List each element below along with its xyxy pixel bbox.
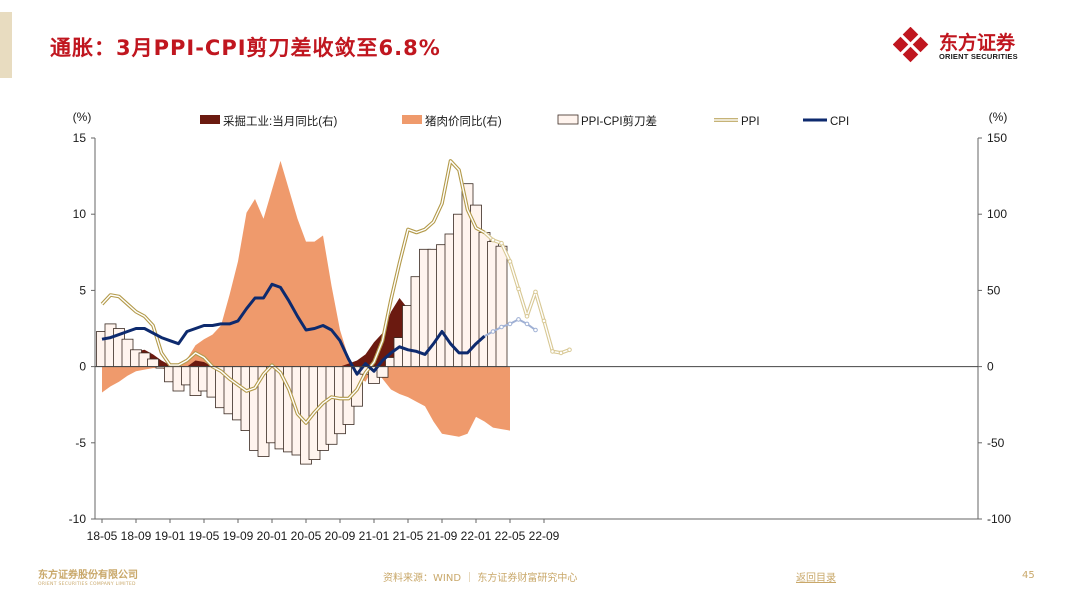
left-axis-tick-label: 5	[79, 283, 86, 297]
ppi-line-core	[101, 160, 485, 424]
left-axis-tick-label: -5	[75, 436, 86, 450]
ppi-forecast-point	[524, 314, 530, 319]
x-axis-tick-label: 19-09	[223, 529, 254, 543]
legend-swatch-spread	[557, 114, 579, 125]
x-axis-tick-label: 22-09	[529, 529, 560, 543]
x-axis-tick-label: 22-05	[495, 529, 526, 543]
left-axis-tick-label: -10	[69, 512, 87, 526]
legend-label-pork: 猪肉价同比(右)	[425, 114, 502, 128]
page-title: 通胀：3月PPI-CPI剪刀差收敛至6.8%	[50, 36, 441, 60]
cpi-forecast-point	[533, 327, 538, 333]
cpi-forecast-point	[499, 324, 504, 330]
company-logo: 东方证券 ORIENT SECURITIES	[892, 26, 1053, 67]
right-axis-unit: (%)	[989, 110, 1008, 124]
x-axis-tick-label: 22-01	[461, 529, 492, 543]
left-axis-tick-label: 0	[79, 360, 86, 374]
footer-company-en: ORIENT SECURITIES COMPANY LIMITED	[38, 582, 136, 587]
ppi-forecast-point	[541, 318, 547, 324]
legend-label-spread: PPI-CPI剪刀差	[581, 114, 657, 128]
ppi-forecast-point	[507, 259, 513, 264]
ppi-forecast-point	[490, 237, 496, 243]
right-axis-tick-label: 100	[987, 207, 1007, 221]
x-axis-tick-label: 19-01	[155, 529, 186, 543]
spread-bar	[147, 358, 159, 367]
legend-swatch-pork	[402, 115, 422, 124]
ppi-forecast-point	[516, 286, 521, 292]
right-axis-tick-label: -100	[987, 512, 1011, 526]
x-axis-tick-label: 18-05	[87, 529, 118, 543]
logo-text-cn: 东方证券	[939, 32, 1016, 54]
x-axis-tick-label: 18-09	[121, 529, 152, 543]
legend-label-mining: 采掘工业:当月同比(右)	[223, 114, 338, 128]
cpi-forecast-point	[524, 321, 530, 327]
x-axis-tick-label: 20-09	[325, 529, 356, 543]
right-axis-tick-label: 0	[987, 360, 994, 374]
legend-swatch-mining	[200, 115, 220, 124]
ppi-forecast-point	[499, 240, 504, 246]
x-axis-tick-label: 20-01	[257, 529, 288, 543]
right-axis-tick-label: 50	[987, 283, 1001, 297]
footer-source: 资料来源：WIND ｜ 东方证券财富研究中心	[383, 573, 578, 584]
x-axis-tick-label: 21-09	[427, 529, 458, 543]
x-axis-tick-label: 21-05	[393, 529, 424, 543]
cpi-line	[101, 282, 486, 376]
left-axis-tick-label: 10	[73, 207, 87, 221]
back-to-contents-link[interactable]: 返回目录	[796, 573, 836, 584]
left-axis-unit: (%)	[73, 110, 92, 124]
x-axis-tick-label: 19-05	[189, 529, 220, 543]
ppi-forecast-point	[567, 347, 572, 353]
x-axis-tick-label: 20-05	[291, 529, 322, 543]
cpi-forecast-point	[516, 317, 521, 322]
legend-label-ppi: PPI	[741, 116, 760, 128]
cpi-forecast-point	[507, 321, 513, 327]
logo-text-en: ORIENT SECURITIES	[939, 52, 1018, 61]
page-number: 45	[1022, 570, 1035, 581]
mining-industry-area	[102, 266, 476, 388]
footer-company-cn: 东方证券股份有限公司	[38, 570, 138, 581]
legend-label-cpi: CPI	[830, 116, 849, 128]
spread-bar	[376, 366, 389, 378]
title-accent-bar	[0, 12, 12, 78]
footer-company: 东方证券股份有限公司 ORIENT SECURITIES COMPANY LIM…	[38, 566, 138, 587]
right-axis-tick-label: 150	[987, 131, 1007, 145]
spread-bar	[495, 245, 508, 367]
ppi-forecast-point	[533, 289, 538, 295]
cpi-forecast-point	[490, 329, 496, 334]
ppi-forecast-point	[550, 349, 555, 354]
pork-price-area	[102, 160, 510, 437]
logo-diamond-icon	[892, 26, 929, 63]
x-axis-tick-label: 21-01	[359, 529, 390, 543]
ppi-forecast-point	[558, 350, 564, 356]
right-axis-tick-label: -50	[987, 436, 1005, 450]
left-axis-tick-label: 15	[73, 131, 87, 145]
